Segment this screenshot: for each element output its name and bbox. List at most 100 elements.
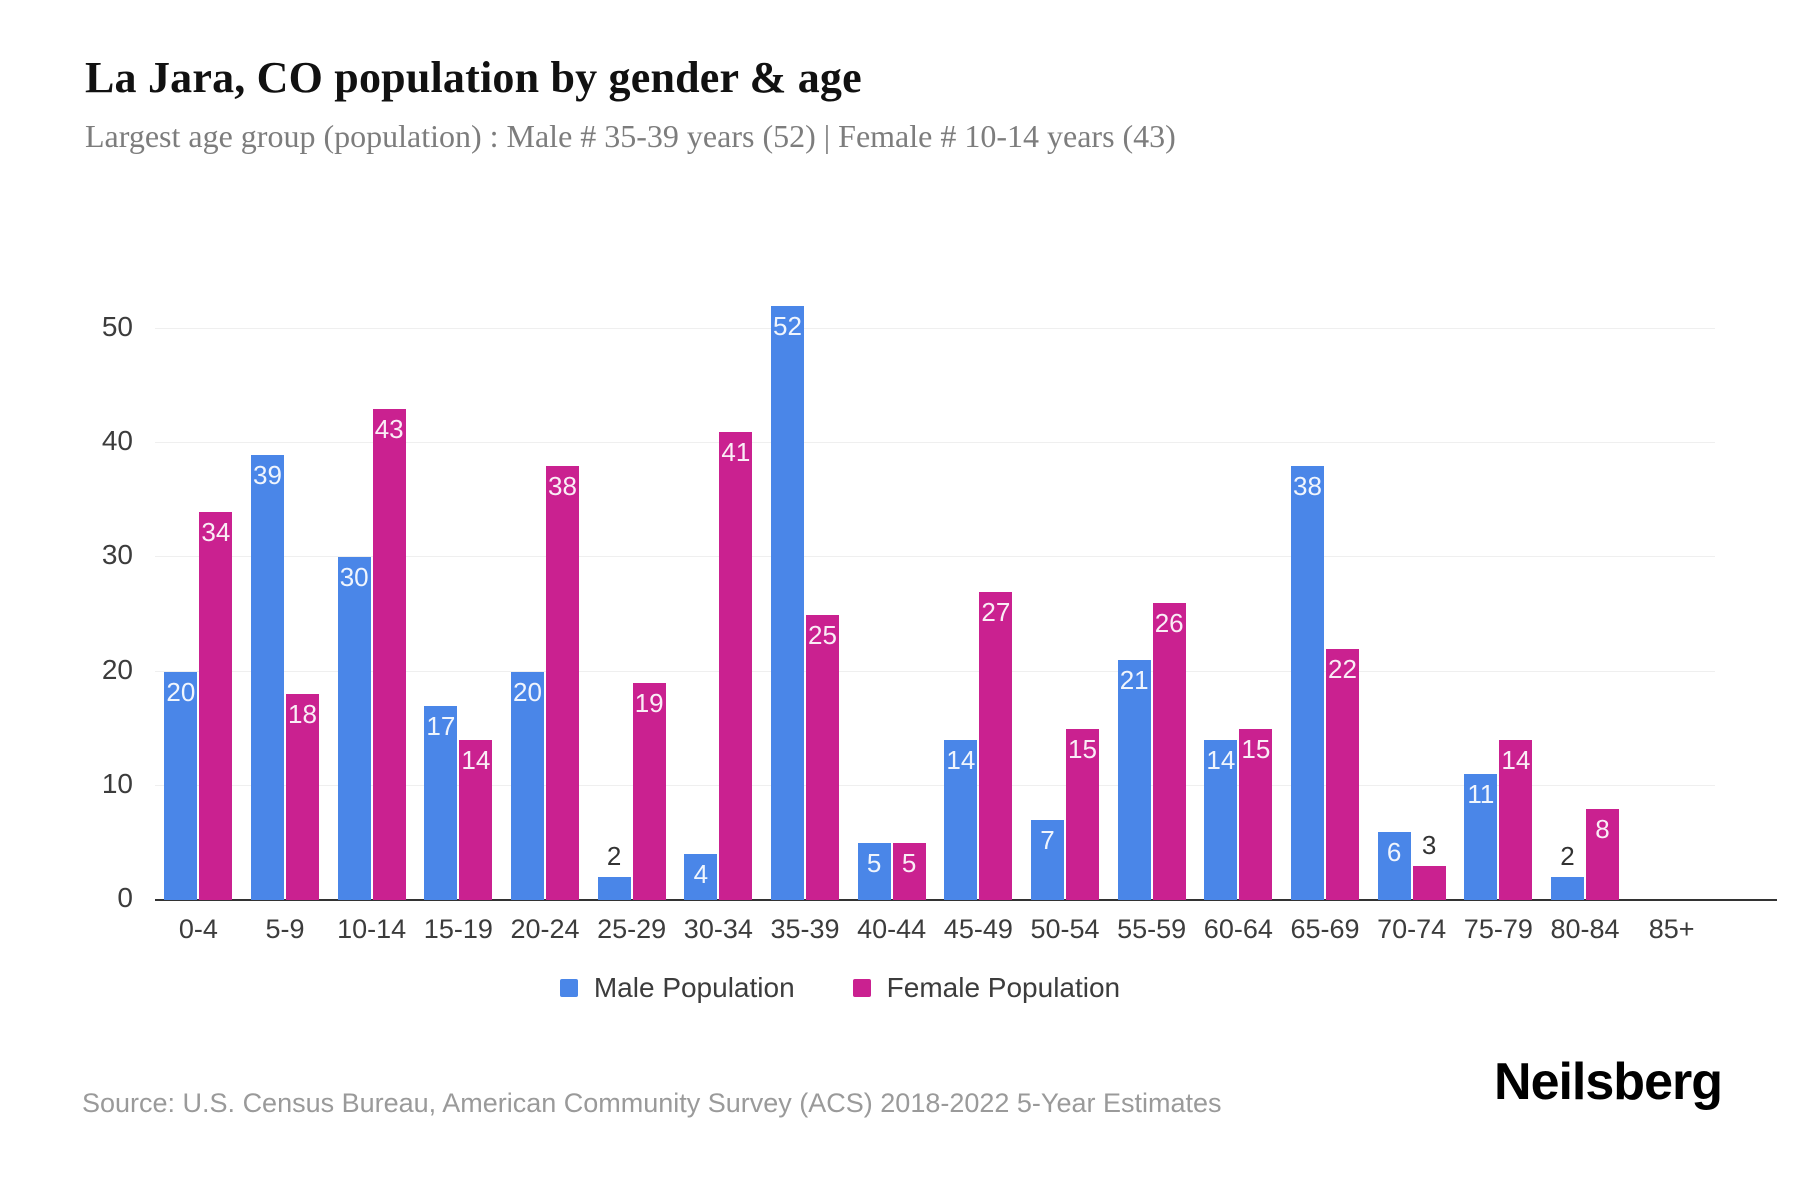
value-label-male-25-29: 2 (606, 841, 622, 872)
x-tick-25-29: 25-29 (597, 914, 667, 944)
y-tick-40: 40 (101, 425, 133, 457)
x-tick-0-4: 0-4 (178, 914, 218, 944)
y-tick-30: 30 (101, 539, 133, 571)
chart-title: La Jara, CO population by gender & age (85, 53, 862, 102)
value-label-female-55-59: 26 (1154, 608, 1184, 639)
value-label-male-15-19: 17 (426, 710, 456, 741)
x-tick-15-19: 15-19 (423, 914, 493, 944)
x-tick-55-59: 55-59 (1117, 914, 1187, 944)
y-tick-20: 20 (101, 653, 133, 685)
value-label-female-25-29: 19 (634, 688, 664, 719)
legend: Male Population Female Population (0, 972, 1680, 1004)
legend-item-female[interactable]: Female Population (852, 972, 1121, 1004)
value-label-male-20-24: 20 (513, 676, 542, 707)
value-label-female-5-9: 18 (288, 699, 317, 730)
bar-male-0-4[interactable] (164, 671, 198, 900)
value-label-female-45-49: 27 (981, 596, 1011, 627)
bar-male-75-79[interactable] (1464, 774, 1498, 900)
y-tick-50: 50 (101, 311, 133, 343)
bar-male-50-54[interactable] (1031, 820, 1064, 900)
value-label-female-10-14: 43 (374, 414, 404, 445)
bar-male-30-34[interactable] (684, 854, 718, 900)
value-label-female-80-84: 8 (1595, 813, 1610, 844)
value-label-female-60-64: 15 (1241, 733, 1271, 764)
value-label-female-35-39: 25 (808, 619, 837, 650)
bar-male-40-44[interactable] (857, 842, 891, 900)
value-label-female-70-74: 3 (1421, 829, 1437, 860)
female-swatch-icon (852, 979, 871, 997)
bar-male-70-74[interactable] (1377, 831, 1411, 900)
x-tick-5-9: 5-9 (265, 914, 305, 944)
legend-label-female: Female Population (886, 972, 1121, 1003)
bar-female-20-24[interactable] (546, 466, 579, 900)
value-label-male-10-14: 30 (339, 562, 369, 593)
value-label-male-50-54: 7 (1040, 825, 1055, 856)
value-label-male-80-84: 2 (1560, 841, 1575, 872)
bar-female-0-4[interactable] (199, 511, 233, 900)
gridline-30 (155, 556, 1715, 558)
bar-male-45-49[interactable] (944, 740, 978, 900)
value-label-female-15-19: 14 (461, 745, 491, 776)
male-swatch-icon (559, 979, 578, 997)
value-label-female-30-34: 41 (721, 436, 751, 467)
value-label-female-75-79: 14 (1501, 745, 1531, 776)
bar-male-65-69[interactable] (1291, 466, 1324, 900)
gridline-50 (155, 328, 1715, 330)
value-label-male-5-9: 39 (253, 459, 282, 490)
bar-male-5-9[interactable] (251, 454, 284, 900)
x-tick-65-69: 65-69 (1290, 914, 1360, 944)
x-tick-30-34: 30-34 (683, 914, 753, 944)
legend-item-male[interactable]: Male Population (559, 972, 795, 1004)
value-label-male-70-74: 6 (1386, 836, 1402, 867)
bar-male-15-19[interactable] (424, 705, 458, 900)
x-tick-50-54: 50-54 (1030, 914, 1100, 944)
bar-female-45-49[interactable] (979, 591, 1013, 900)
x-tick-60-64: 60-64 (1203, 914, 1273, 944)
bar-male-10-14[interactable] (337, 557, 371, 900)
x-tick-10-14: 10-14 (337, 914, 407, 944)
value-label-male-65-69: 38 (1293, 471, 1322, 502)
bar-female-40-44[interactable] (892, 842, 926, 900)
bar-male-25-29[interactable] (597, 877, 631, 900)
bar-female-80-84[interactable] (1586, 808, 1619, 900)
bar-male-55-59[interactable] (1117, 660, 1151, 900)
bar-male-20-24[interactable] (511, 671, 544, 900)
bar-female-60-64[interactable] (1239, 728, 1273, 900)
value-label-male-35-39: 52 (773, 311, 802, 342)
value-label-female-40-44: 5 (901, 847, 917, 878)
gridline-20 (155, 670, 1715, 672)
gridline-10 (155, 784, 1715, 786)
bar-female-25-29[interactable] (632, 683, 666, 900)
neilsberg-logo: Neilsberg (1494, 1053, 1723, 1111)
y-tick-0: 0 (117, 882, 133, 913)
gridline-40 (155, 442, 1715, 444)
value-label-male-75-79: 11 (1467, 779, 1495, 810)
value-label-female-65-69: 22 (1328, 653, 1357, 684)
bar-female-5-9[interactable] (286, 694, 319, 900)
x-tick-20-24: 20-24 (510, 914, 580, 944)
bar-female-50-54[interactable] (1066, 728, 1099, 900)
source-attribution: Source: U.S. Census Bureau, American Com… (82, 1088, 1222, 1118)
bar-female-10-14[interactable] (372, 409, 406, 900)
x-tick-70-74: 70-74 (1377, 914, 1447, 944)
bar-male-35-39[interactable] (771, 306, 804, 900)
bar-male-60-64[interactable] (1204, 740, 1238, 900)
value-label-male-45-49: 14 (946, 745, 976, 776)
plot-area: 0 10 20 30 40 50 0-4 20 34 5-9 39 18 10-14 30 43 15-19 1… (102, 272, 1778, 944)
bar-female-55-59[interactable] (1152, 603, 1186, 900)
bar-female-35-39[interactable] (806, 614, 839, 900)
value-label-female-50-54: 15 (1068, 733, 1097, 764)
legend-label-male: Male Population (593, 972, 795, 1003)
chart-subtitle: Largest age group (population) : Male # … (85, 118, 1176, 154)
value-label-male-60-64: 14 (1206, 745, 1236, 776)
bar-female-75-79[interactable] (1499, 740, 1533, 900)
bar-female-30-34[interactable] (719, 431, 753, 900)
bar-male-80-84[interactable] (1551, 877, 1584, 900)
x-axis-line (155, 899, 1778, 901)
value-label-male-55-59: 21 (1119, 665, 1149, 696)
bar-female-15-19[interactable] (459, 740, 493, 900)
bar-female-65-69[interactable] (1326, 648, 1359, 900)
bar-female-70-74[interactable] (1412, 865, 1446, 900)
value-label-male-0-4: 20 (166, 676, 196, 707)
x-tick-80-84: 80-84 (1550, 914, 1620, 944)
